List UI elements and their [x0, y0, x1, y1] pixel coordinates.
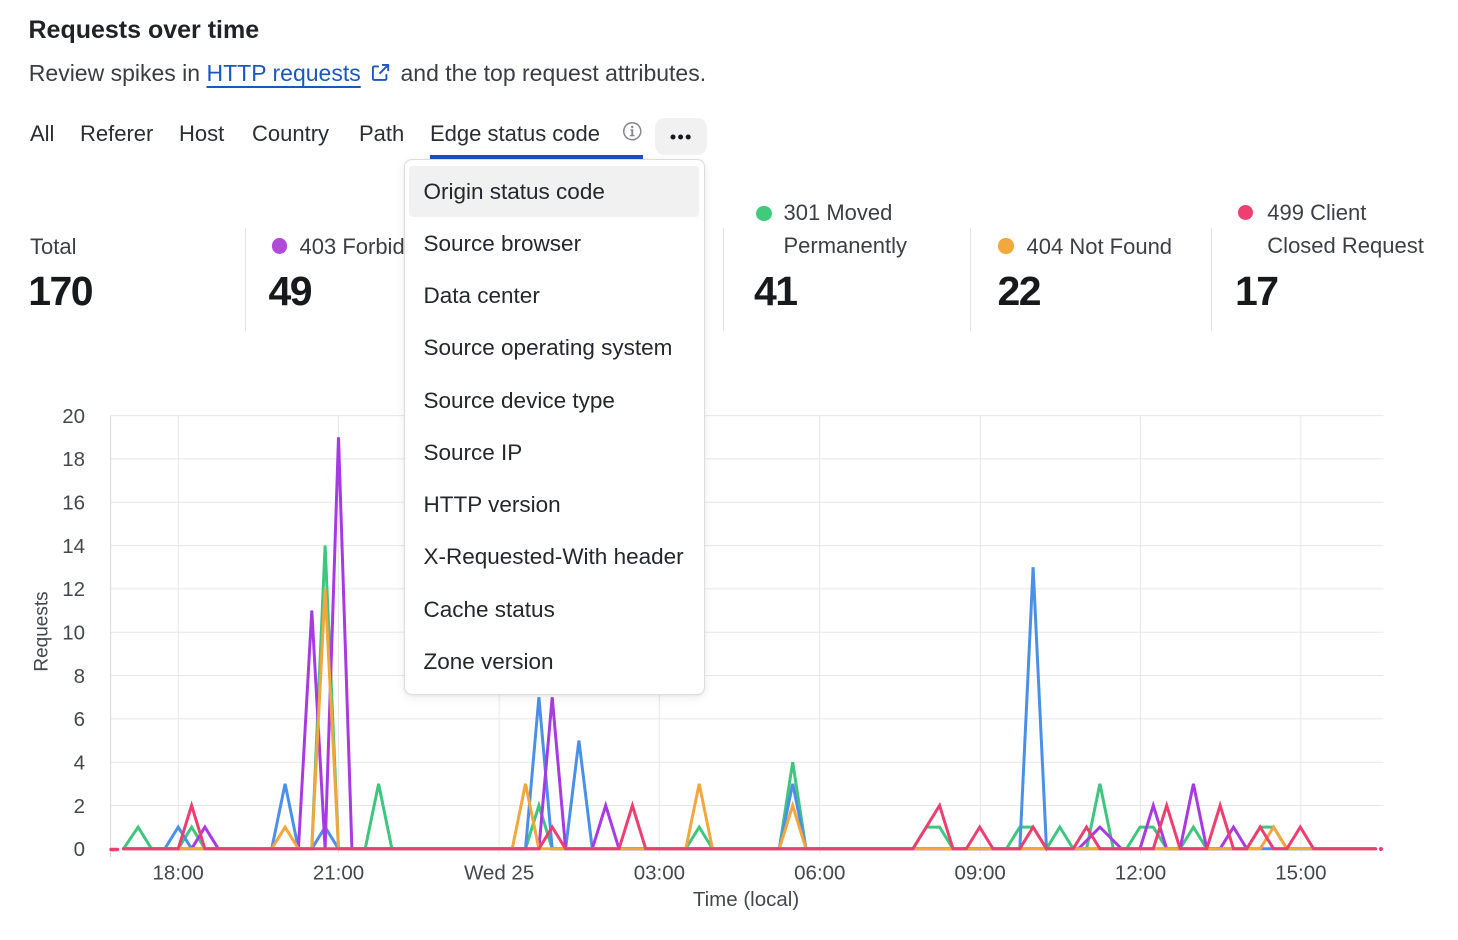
svg-text:06:00: 06:00: [794, 862, 845, 885]
svg-text:21:00: 21:00: [313, 862, 364, 885]
svg-text:03:00: 03:00: [634, 862, 685, 885]
svg-text:12:00: 12:00: [1115, 862, 1166, 885]
svg-text:18: 18: [62, 448, 85, 471]
svg-text:09:00: 09:00: [955, 862, 1006, 885]
svg-text:20: 20: [62, 405, 85, 428]
svg-text:Time (local): Time (local): [693, 888, 799, 911]
svg-text:2: 2: [74, 795, 85, 818]
svg-text:Requests: Requests: [32, 591, 53, 671]
svg-text:18:00: 18:00: [153, 862, 204, 885]
svg-text:Wed 25: Wed 25: [464, 862, 534, 885]
svg-text:14: 14: [62, 535, 85, 558]
svg-text:4: 4: [74, 752, 85, 775]
svg-text:8: 8: [74, 665, 85, 688]
svg-text:16: 16: [62, 492, 85, 515]
svg-text:15:00: 15:00: [1275, 862, 1326, 885]
svg-text:0: 0: [74, 838, 85, 861]
svg-text:12: 12: [62, 578, 85, 601]
svg-text:10: 10: [62, 622, 85, 645]
svg-text:6: 6: [74, 708, 85, 731]
